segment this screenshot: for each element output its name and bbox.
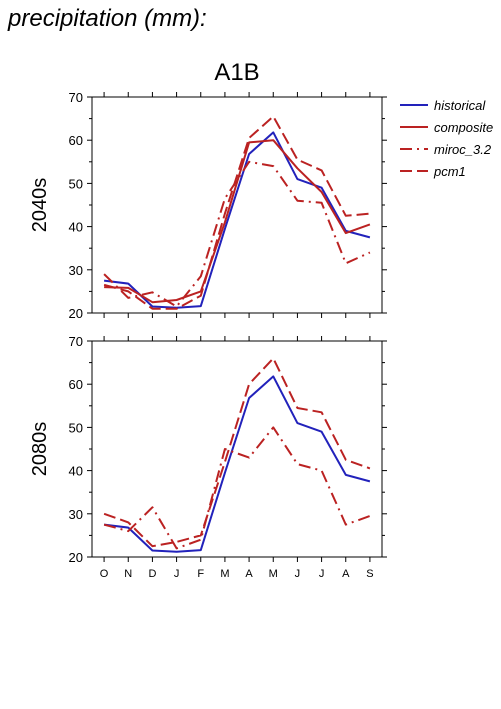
y-tick-label: 40 xyxy=(69,464,83,479)
legend-item-composite: composite xyxy=(400,120,493,135)
legend-label: historical xyxy=(434,98,486,113)
y-tick-label: 30 xyxy=(69,263,83,278)
y-tick-label: 60 xyxy=(69,133,83,148)
y-tick-label: 50 xyxy=(69,420,83,435)
series-line-miroc_3.2 xyxy=(103,426,371,550)
y-tick-label: 60 xyxy=(69,377,83,392)
x-tick-label: J xyxy=(295,568,301,580)
row-label: 2080s xyxy=(29,422,51,477)
legend-label: pcm1 xyxy=(433,164,466,179)
x-tick-label: M xyxy=(220,568,229,580)
series-line-composite xyxy=(104,139,371,304)
x-tick-label: O xyxy=(100,568,109,580)
x-tick-label: A xyxy=(245,568,253,580)
y-tick-label: 40 xyxy=(69,220,83,235)
x-tick-label: D xyxy=(148,568,156,580)
legend-label: composite xyxy=(434,120,493,135)
x-tick-label: J xyxy=(319,568,325,580)
scenario-title: A1B xyxy=(214,59,259,86)
legend-item-pcm1: pcm1 xyxy=(400,164,466,179)
panel-2040s: 20 30 40 50 60 70 2040s xyxy=(29,90,387,321)
x-tick-label: M xyxy=(269,568,278,580)
y-tick-label: 70 xyxy=(69,90,83,105)
series-line-historical xyxy=(103,375,371,553)
figure-title: precipitation (mm): xyxy=(7,5,207,32)
series-line-historical xyxy=(103,131,371,309)
x-tick-label: F xyxy=(197,568,204,580)
chart-panels: 20 30 40 50 60 70 2040s 20 30 40 50 60 70 O N D J F M A M J J A… xyxy=(29,90,387,580)
legend-item-miroc_3.2: miroc_3.2 xyxy=(400,142,492,157)
series-line-pcm1 xyxy=(103,115,370,310)
x-tick-label: N xyxy=(124,568,132,580)
series-line-miroc_3.2 xyxy=(103,160,371,308)
y-tick-label: 50 xyxy=(69,176,83,191)
x-tick-label: S xyxy=(366,568,373,580)
y-tick-label: 70 xyxy=(69,334,83,349)
series-line-pcm1 xyxy=(103,357,371,548)
plot-frame xyxy=(91,96,383,314)
y-tick-label: 20 xyxy=(69,306,83,321)
legend-label: miroc_3.2 xyxy=(434,142,492,157)
legend: historical composite miroc_3.2 pcm1 xyxy=(400,98,493,179)
legend-item-historical: historical xyxy=(400,98,486,113)
x-tick-label: A xyxy=(342,568,350,580)
x-tick-label: J xyxy=(174,568,180,580)
row-label: 2040s xyxy=(29,178,51,233)
y-tick-label: 20 xyxy=(69,550,83,565)
panel-2080s: 20 30 40 50 60 70 O N D J F M A M J J A S 2080s xyxy=(29,334,387,580)
y-tick-label: 30 xyxy=(69,507,83,522)
